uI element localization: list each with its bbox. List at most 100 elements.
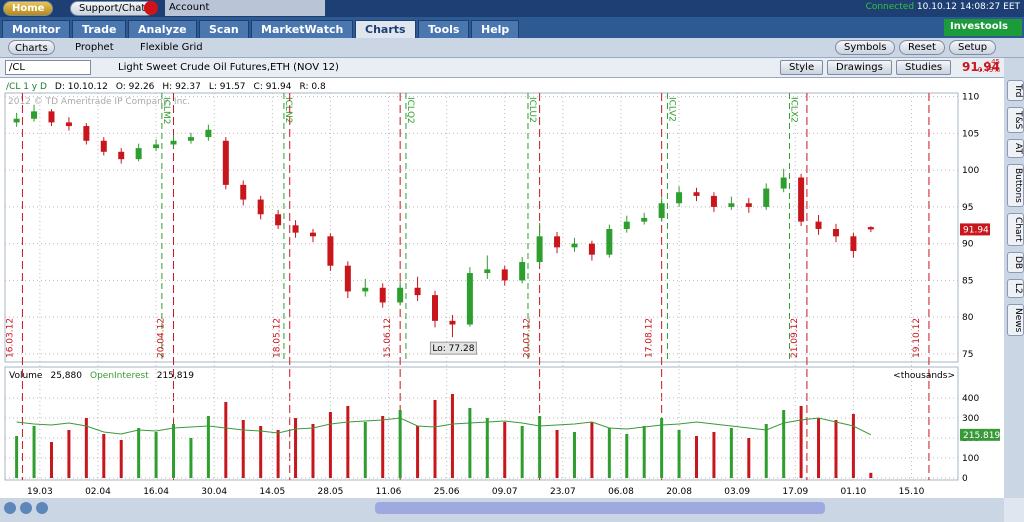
candle-body	[658, 203, 665, 218]
candle-body	[641, 217, 648, 222]
expiration-label: ICLQ2	[405, 97, 415, 124]
candle-body	[728, 203, 735, 207]
tab[interactable]: Help	[471, 20, 520, 39]
tab[interactable]: Charts	[355, 20, 416, 39]
x-tick-label: 25.06	[434, 487, 460, 497]
tab[interactable]: Monitor	[2, 20, 71, 39]
expiration-label: ICLX2	[788, 97, 798, 123]
scrollbar-thumb[interactable]	[375, 502, 825, 514]
candle-body	[344, 265, 351, 292]
volume-bar	[695, 436, 699, 478]
candle-body	[501, 269, 508, 281]
x-tick-label: 14.05	[259, 487, 285, 497]
tab[interactable]: Analyze	[128, 20, 197, 39]
x-tick-label: 01.10	[841, 487, 867, 497]
x-tick-label: 23.07	[550, 487, 576, 497]
volume-bar	[869, 472, 873, 478]
sub-item[interactable]: Prophet	[75, 42, 114, 53]
candle-body	[484, 269, 491, 274]
side-tab[interactable]: Buttons	[1007, 164, 1024, 207]
volume-bar	[32, 426, 36, 478]
x-tick-label: 09.07	[492, 487, 518, 497]
candle-body	[48, 111, 55, 123]
tab[interactable]: MarketWatch	[251, 20, 354, 39]
tab[interactable]: Trade	[72, 20, 127, 39]
investools[interactable]: Investools	[944, 19, 1022, 36]
account-field[interactable]: Account	[165, 0, 325, 16]
volume-bar	[538, 416, 542, 478]
x-tick-label: 11.06	[376, 487, 402, 497]
expiration-label: ICLU2	[527, 97, 537, 123]
volume-bar	[67, 430, 71, 478]
volume-bar	[851, 414, 855, 478]
side-tab[interactable]: News	[1007, 304, 1024, 337]
candle-body	[327, 236, 334, 266]
volume-bar	[712, 432, 716, 478]
side-tab[interactable]: T&S	[1007, 107, 1024, 134]
x-tick-label: 19.03	[27, 487, 53, 497]
y-tick-label: 75	[962, 350, 973, 360]
watermark: 2012 © TD Ameritrade IP Company, Inc.	[8, 97, 190, 107]
candle-body	[205, 129, 212, 138]
volume-bar	[485, 418, 489, 478]
info-field: O: 92.26	[116, 82, 155, 92]
x-tick-label: 16.04	[143, 487, 169, 497]
candle-body	[554, 236, 561, 248]
volume-header: 25,880	[50, 371, 82, 381]
side-tab[interactable]: L2	[1007, 279, 1024, 298]
home-button[interactable]: Home	[3, 1, 54, 16]
change-pct: -0.49%	[975, 66, 1000, 74]
open-interest-line	[16, 417, 872, 436]
toolbar-button[interactable]: Style	[780, 60, 824, 75]
sub-item[interactable]: Flexible Grid	[140, 42, 203, 53]
volume-bar	[206, 416, 210, 478]
y-tick-label: 90	[962, 240, 974, 250]
oi-box	[960, 428, 1000, 441]
volume-bar	[433, 400, 437, 478]
side-tab[interactable]: Trd	[1007, 80, 1024, 102]
volume-bar	[119, 440, 123, 478]
side-tab[interactable]: AT	[1007, 139, 1024, 158]
zoom-out[interactable]	[36, 502, 48, 514]
candle-body	[606, 228, 613, 255]
candle-body	[432, 295, 439, 321]
sub-button[interactable]: Reset	[899, 40, 945, 55]
volume-bar	[782, 410, 786, 478]
sub-item[interactable]: Charts	[8, 40, 55, 55]
last-box	[960, 223, 990, 236]
units: <thousands>	[893, 371, 955, 381]
x-tick-label: 30.04	[201, 487, 227, 497]
sub-button[interactable]: Symbols	[835, 40, 896, 55]
tab[interactable]: Tools	[418, 20, 470, 39]
side-tab[interactable]: DB	[1007, 252, 1024, 274]
date-label: 18.05.12	[273, 318, 283, 358]
support-button[interactable]: Support/Chat	[70, 1, 155, 16]
top-bar: Home Support/Chat Account Connected 10.1…	[0, 0, 1024, 17]
toolbar-button[interactable]: Studies	[896, 60, 952, 75]
y-tick-label: 105	[962, 129, 979, 139]
volume-bar	[102, 434, 106, 478]
symbol-input[interactable]: /CL	[5, 60, 91, 75]
oi-label: 215.819	[963, 431, 1000, 441]
candle-body	[362, 287, 369, 292]
volume-bar	[625, 434, 629, 478]
description: Light Sweet Crude Oil Futures,ETH (NOV 1…	[118, 62, 339, 73]
zoom-in[interactable]	[20, 502, 32, 514]
toolbar-button[interactable]: Drawings	[827, 60, 892, 75]
side-tab[interactable]: Chart	[1007, 213, 1024, 246]
candle-body	[83, 126, 90, 141]
zoom-button[interactable]	[4, 502, 16, 514]
candle-body	[414, 287, 421, 296]
low-label: Lo: 77.28	[432, 344, 474, 354]
volume-bar	[311, 424, 315, 478]
volume-bar	[259, 426, 263, 478]
volume-bar	[450, 394, 454, 478]
volume-bar	[328, 412, 332, 478]
alert-icon[interactable]	[144, 1, 158, 15]
last-label: 91.94	[963, 225, 989, 235]
sub-button[interactable]: Setup	[949, 40, 997, 55]
low-box	[429, 341, 477, 355]
volume-bar	[276, 430, 280, 478]
y-tick-label: 400	[962, 394, 979, 404]
tab[interactable]: Scan	[199, 20, 249, 39]
